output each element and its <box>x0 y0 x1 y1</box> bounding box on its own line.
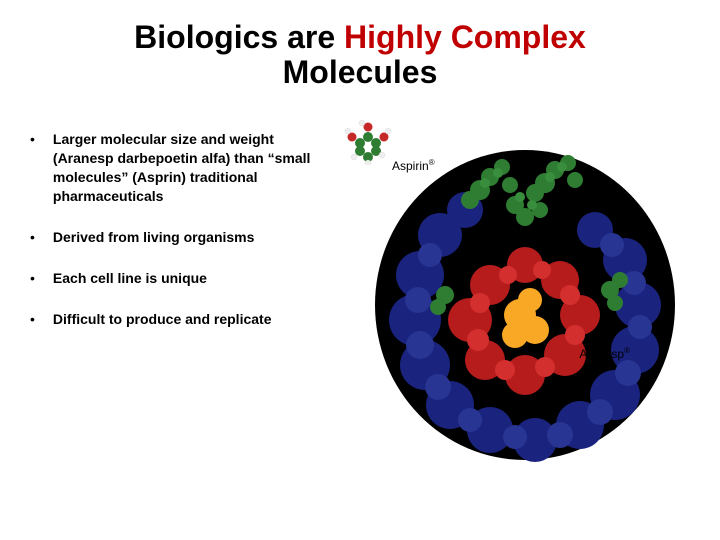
slide-title: Biologics are Highly Complex Molecules <box>0 0 720 100</box>
figure-area: Aspirin® <box>330 110 690 350</box>
bullet-text: Each cell line is unique <box>53 269 207 288</box>
bullet-item: • Derived from living organisms <box>30 228 330 247</box>
bullet-list: • Larger molecular size and weight (Aran… <box>30 110 330 350</box>
bullet-marker: • <box>30 269 35 288</box>
bullet-text: Derived from living organisms <box>53 228 255 247</box>
title-part3: Molecules <box>283 54 438 90</box>
title-part1: Biologics are <box>134 19 344 55</box>
bullet-item: • Each cell line is unique <box>30 269 330 288</box>
bullet-marker: • <box>30 310 35 329</box>
bullet-text: Larger molecular size and weight (Aranes… <box>53 130 330 206</box>
aranesp-text: Aranesp <box>579 347 624 361</box>
title-highlight: Highly Complex <box>344 19 586 55</box>
bullet-item: • Difficult to produce and replicate <box>30 310 330 329</box>
aranesp-molecule <box>370 135 680 465</box>
bullet-marker: • <box>30 228 35 247</box>
aranesp-label: Aranesp® <box>579 346 630 361</box>
content-area: • Larger molecular size and weight (Aran… <box>0 100 720 350</box>
bullet-item: • Larger molecular size and weight (Aran… <box>30 130 330 206</box>
bullet-text: Difficult to produce and replicate <box>53 310 272 329</box>
bullet-marker: • <box>30 130 35 206</box>
